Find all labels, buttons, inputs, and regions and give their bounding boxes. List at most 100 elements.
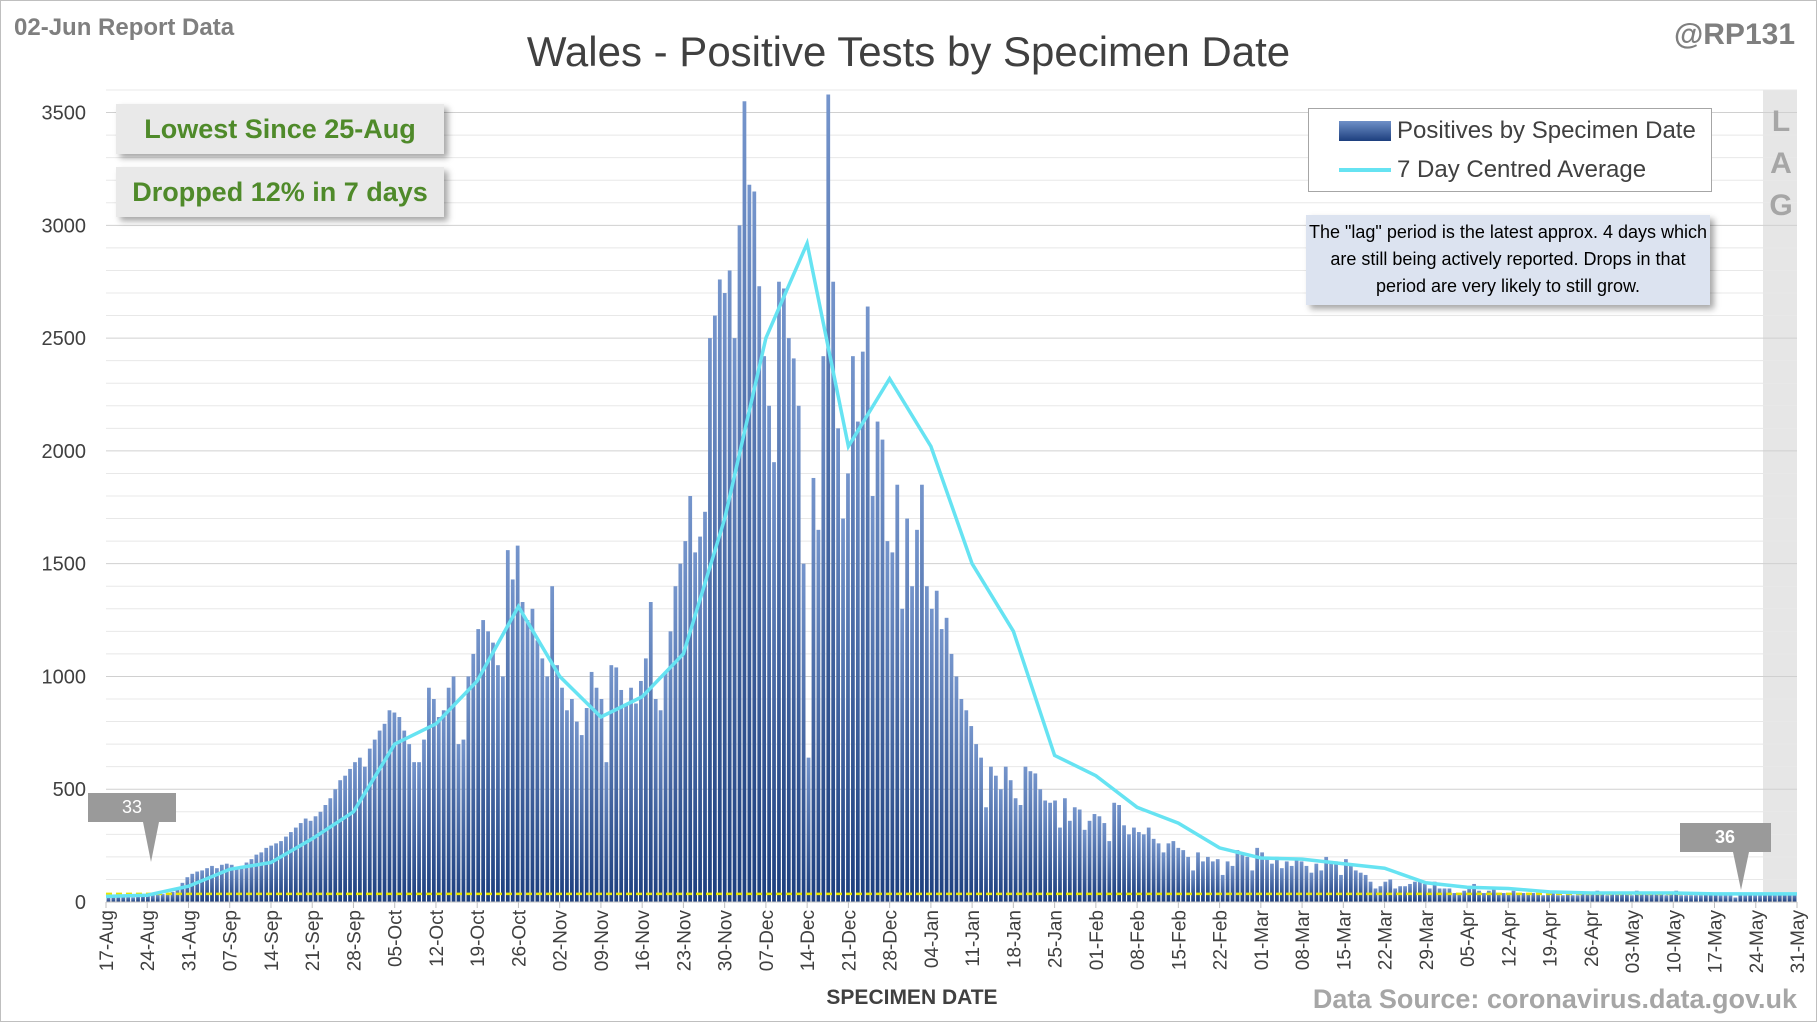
bar (1008, 780, 1013, 902)
bar (1753, 895, 1757, 902)
legend: Positives by Specimen Date 7 Day Centred… (1308, 108, 1712, 192)
x-tick-label: 01-Feb (1087, 910, 1108, 970)
bar (436, 717, 441, 902)
bar (648, 602, 653, 902)
bar (244, 862, 249, 902)
bar (929, 608, 934, 902)
bar (1447, 888, 1452, 902)
bar (683, 541, 688, 902)
bar (851, 356, 855, 902)
bar (653, 699, 658, 902)
bar (782, 288, 786, 902)
lag-note: The "lag" period is the latest approx. 4… (1306, 215, 1710, 305)
bar (1319, 870, 1324, 902)
bar (1427, 888, 1432, 902)
x-tick-label: 31-May (1788, 910, 1809, 974)
bar (1437, 888, 1442, 902)
bar (1309, 872, 1314, 902)
bar (219, 864, 224, 902)
bar (1033, 773, 1038, 902)
bar (998, 789, 1003, 902)
bar (1348, 863, 1353, 902)
bar (471, 653, 476, 902)
bar (525, 620, 530, 902)
bar (259, 852, 264, 902)
bar (712, 315, 717, 902)
bar (1053, 800, 1057, 902)
bar (402, 730, 407, 902)
bar (855, 421, 860, 902)
legend-line-label: 7 Day Centred Average (1397, 156, 1647, 183)
bar (1442, 888, 1447, 902)
bar (1013, 798, 1018, 902)
bar (1521, 892, 1526, 902)
bar (1141, 834, 1146, 902)
bar (614, 667, 619, 902)
bar (1191, 870, 1195, 902)
bar (215, 868, 219, 902)
bar (1713, 892, 1718, 902)
lag-letter-a: A (1770, 147, 1792, 180)
bar (1388, 879, 1393, 902)
bar (969, 726, 974, 902)
bar (1768, 892, 1772, 902)
callout-change: Dropped 12% in 7 days (116, 167, 444, 217)
bar (264, 847, 269, 902)
x-tick-label: 31-Aug (179, 910, 200, 971)
bar (796, 405, 801, 902)
bar (175, 888, 180, 902)
bar (456, 744, 461, 902)
x-tick-label: 15-Mar (1334, 909, 1355, 970)
x-tick-label: 24-May (1747, 910, 1768, 974)
bar (1072, 807, 1077, 902)
bar (974, 744, 979, 902)
bar (515, 545, 520, 902)
bar (1146, 827, 1151, 902)
bar (412, 762, 416, 902)
bar (1462, 890, 1467, 902)
bar (949, 653, 954, 902)
lag-label: L A G (1763, 101, 1799, 227)
bar (1358, 872, 1363, 902)
bar (1600, 892, 1605, 902)
y-tick-label: 500 (53, 779, 86, 801)
bar (1250, 870, 1255, 902)
bar (1279, 868, 1284, 902)
bar (505, 550, 510, 902)
x-tick-label: 17-May (1706, 910, 1727, 974)
bar (574, 721, 579, 902)
bar (979, 757, 983, 902)
bar (1639, 892, 1644, 902)
bar (910, 586, 914, 902)
bar (1738, 892, 1743, 902)
bar (1477, 890, 1481, 902)
bar (185, 877, 190, 902)
bar (994, 775, 998, 902)
bar (905, 518, 910, 902)
bar (1422, 883, 1427, 902)
bar (510, 579, 515, 902)
bar (1472, 883, 1476, 902)
bar (1043, 800, 1048, 902)
bar (210, 865, 214, 902)
bar (1728, 895, 1733, 902)
bar (284, 836, 288, 902)
x-tick-label: 17-Aug (97, 910, 118, 971)
bar (1644, 892, 1649, 902)
x-tick-label: 28-Dec (881, 910, 902, 971)
bar (476, 629, 481, 902)
x-tick-label: 07-Dec (757, 910, 778, 971)
bar (1220, 874, 1225, 902)
bar (1201, 861, 1205, 902)
bar (496, 665, 500, 902)
bar (629, 687, 633, 902)
bar (1344, 859, 1348, 902)
bar (989, 766, 993, 902)
x-tick-label: 26-Oct (509, 909, 530, 967)
callout-lowest: Lowest Since 25-Aug (116, 104, 444, 154)
bar (772, 462, 776, 902)
bar (1210, 861, 1215, 902)
bar (560, 687, 564, 902)
x-tick-label: 29-Mar (1417, 909, 1438, 970)
bar (1634, 890, 1639, 902)
